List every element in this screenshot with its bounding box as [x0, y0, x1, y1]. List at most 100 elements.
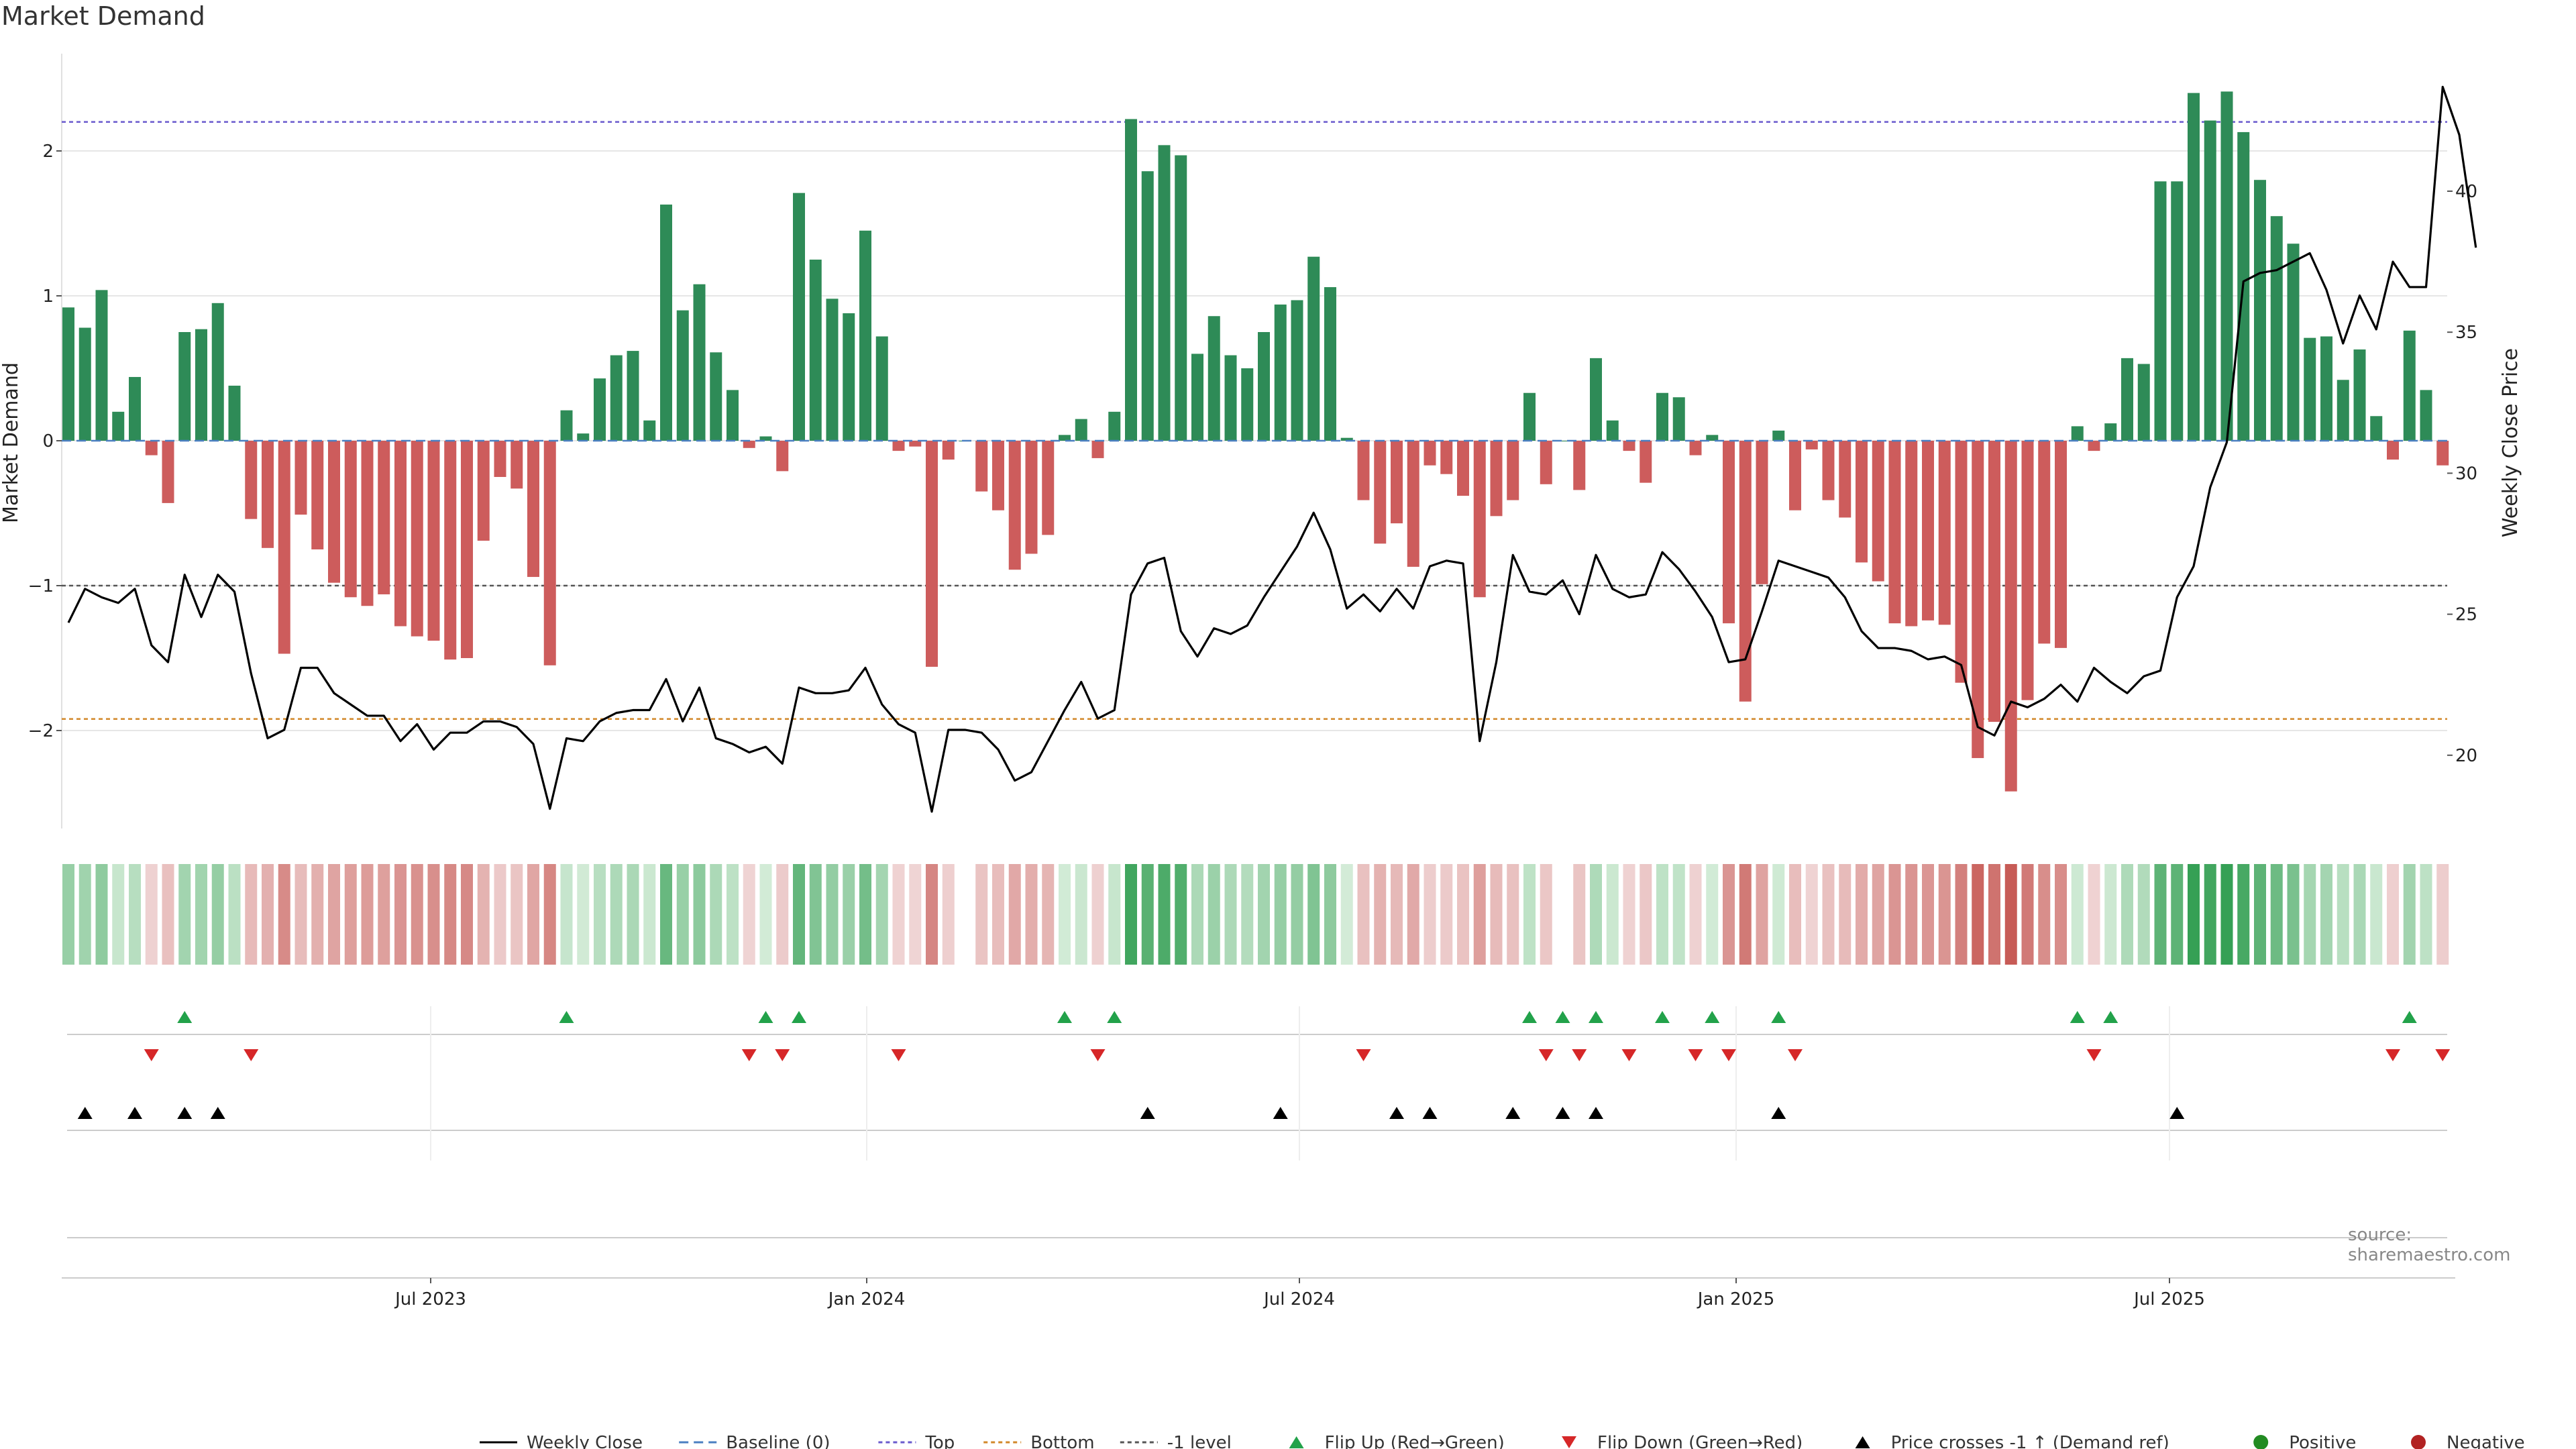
- demand-bar: [1141, 171, 1154, 441]
- price-cross-marker: [1505, 1107, 1521, 1119]
- demand-bar: [95, 290, 108, 441]
- demand-bar: [693, 284, 706, 441]
- legend-flip-down-swatch: [1562, 1436, 1576, 1448]
- heat-cell: [2237, 864, 2250, 965]
- demand-bar: [2055, 441, 2067, 648]
- flip-down-marker: [1572, 1049, 1587, 1061]
- demand-bar: [78, 327, 91, 441]
- demand-bar: [2171, 181, 2184, 441]
- demand-bar: [228, 385, 241, 441]
- price-cross-marker: [177, 1107, 193, 1119]
- heat-cell: [710, 864, 722, 965]
- heat-cell: [1008, 864, 1021, 965]
- demand-bar: [1922, 441, 1934, 621]
- demand-bar: [262, 441, 274, 548]
- flip-up-marker: [1555, 1011, 1570, 1023]
- heat-cell: [1606, 864, 1619, 965]
- heat-cell: [793, 864, 805, 965]
- demand-bar: [859, 230, 871, 441]
- demand-bar: [1988, 441, 2000, 722]
- heat-cell: [693, 864, 706, 965]
- heat-cell: [1723, 864, 1735, 965]
- heat-cell: [411, 864, 423, 965]
- heat-cell: [992, 864, 1004, 965]
- heat-cell: [1590, 864, 1602, 965]
- demand-bar: [511, 441, 523, 489]
- heat-cell: [1224, 864, 1237, 965]
- heat-cell: [2287, 864, 2300, 965]
- heat-cell: [129, 864, 141, 965]
- demand-bar: [1340, 437, 1353, 441]
- demand-bar: [1175, 155, 1187, 441]
- heat-cell: [2204, 864, 2216, 965]
- price-cross-marker: [77, 1107, 93, 1119]
- demand-bar: [1075, 419, 1087, 441]
- demand-bar: [1108, 411, 1121, 441]
- heat-cell: [1440, 864, 1453, 965]
- y-tick-label: 0: [42, 431, 54, 451]
- demand-bar: [1258, 332, 1270, 441]
- demand-bar: [2304, 337, 2316, 441]
- heat-cell: [809, 864, 822, 965]
- heat-cell: [1888, 864, 1901, 965]
- demand-bar: [378, 441, 390, 594]
- demand-bar: [1208, 316, 1220, 441]
- heat-cell: [1291, 864, 1303, 965]
- demand-bar: [1440, 441, 1453, 474]
- demand-bar: [211, 303, 224, 441]
- heat-cell: [2420, 864, 2432, 965]
- demand-bar: [344, 441, 357, 598]
- heat-cell: [1208, 864, 1220, 965]
- flip-up-marker: [2103, 1011, 2118, 1023]
- demand-bar: [2021, 441, 2034, 700]
- heat-cell: [1988, 864, 2000, 965]
- heat-cell: [843, 864, 855, 965]
- heat-cell: [344, 864, 357, 965]
- demand-bar: [1457, 441, 1469, 496]
- heat-cell: [1241, 864, 1254, 965]
- flip-up-markers: [177, 1011, 2417, 1023]
- flip-down-marker: [2435, 1049, 2451, 1061]
- demand-bar: [776, 441, 789, 472]
- price-cross-marker: [1555, 1107, 1570, 1119]
- demand-bar: [1672, 397, 1685, 441]
- heat-cell: [1739, 864, 1752, 965]
- heat-cell: [1457, 864, 1469, 965]
- flip-down-marker: [1090, 1049, 1106, 1061]
- heat-cell: [926, 864, 938, 965]
- demand-bar: [809, 260, 822, 441]
- heat-cell: [145, 864, 158, 965]
- demand-bar: [1091, 441, 1104, 458]
- demand-bar: [975, 441, 988, 492]
- legend-flip-up-label: Flip Up (Red→Green): [1325, 1433, 1505, 1449]
- heat-cell: [527, 864, 539, 965]
- demand-bar: [112, 411, 125, 441]
- heat-cell: [2071, 864, 2084, 965]
- demand-bar: [909, 441, 922, 447]
- demand-bar: [892, 441, 905, 451]
- heat-cell: [278, 864, 290, 965]
- flip-down-marker: [2086, 1049, 2102, 1061]
- heat-cell: [1108, 864, 1121, 965]
- heat-cell: [627, 864, 639, 965]
- demand-bar: [527, 441, 539, 578]
- demand-bar: [992, 441, 1004, 511]
- heat-cell: [1340, 864, 1353, 965]
- flip-down-marker: [244, 1049, 259, 1061]
- demand-bar: [577, 433, 590, 441]
- demand-bar: [1856, 441, 1868, 563]
- demand-bar: [311, 441, 324, 549]
- demand-bar: [627, 351, 639, 441]
- heat-cell: [1789, 864, 1801, 965]
- heat-cell: [2304, 864, 2316, 965]
- heat-cell: [1905, 864, 1918, 965]
- heat-cell: [1822, 864, 1835, 965]
- heat-cell: [178, 864, 191, 965]
- flip-down-marker: [1721, 1049, 1736, 1061]
- heat-cell: [1955, 864, 1968, 965]
- demand-bars: [62, 91, 2449, 792]
- demand-bar: [1391, 441, 1403, 524]
- heat-cell: [2121, 864, 2133, 965]
- price-cross-marker: [1589, 1107, 1603, 1119]
- heat-cell: [95, 864, 108, 965]
